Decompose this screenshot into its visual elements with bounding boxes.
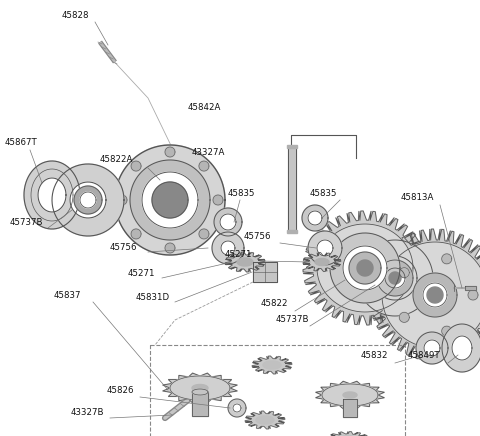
Polygon shape	[199, 161, 209, 171]
Polygon shape	[442, 326, 452, 336]
Polygon shape	[442, 254, 452, 264]
Text: 45737B: 45737B	[10, 218, 44, 227]
Polygon shape	[214, 208, 242, 236]
Polygon shape	[263, 361, 281, 369]
Polygon shape	[330, 233, 400, 303]
Polygon shape	[413, 273, 457, 317]
Polygon shape	[192, 389, 208, 395]
Polygon shape	[399, 268, 409, 278]
Text: 45813A: 45813A	[401, 193, 434, 202]
Text: 45271: 45271	[225, 250, 252, 259]
Polygon shape	[465, 286, 476, 290]
Polygon shape	[468, 290, 478, 300]
Text: 45835: 45835	[310, 189, 337, 198]
Polygon shape	[385, 268, 405, 288]
Polygon shape	[165, 243, 175, 253]
Polygon shape	[373, 256, 417, 300]
Polygon shape	[303, 252, 341, 272]
Text: 45837: 45837	[54, 291, 82, 300]
Polygon shape	[192, 392, 208, 416]
Polygon shape	[416, 332, 448, 364]
Text: 43327A: 43327A	[192, 148, 226, 157]
Polygon shape	[315, 259, 329, 266]
Polygon shape	[317, 224, 413, 312]
Polygon shape	[343, 392, 357, 398]
Polygon shape	[253, 262, 277, 282]
Polygon shape	[228, 399, 246, 417]
Polygon shape	[322, 384, 378, 406]
Text: 45849T: 45849T	[408, 351, 441, 360]
Polygon shape	[24, 161, 80, 229]
Polygon shape	[399, 312, 409, 322]
Polygon shape	[252, 356, 292, 374]
Polygon shape	[308, 231, 342, 265]
Text: 45832: 45832	[361, 351, 388, 360]
Polygon shape	[165, 147, 175, 157]
Polygon shape	[199, 229, 209, 239]
Text: 45867T: 45867T	[5, 138, 38, 147]
Polygon shape	[343, 399, 357, 417]
Polygon shape	[170, 376, 230, 400]
Polygon shape	[287, 145, 297, 148]
Polygon shape	[80, 192, 96, 208]
Polygon shape	[117, 195, 127, 205]
Polygon shape	[70, 182, 106, 218]
Polygon shape	[424, 340, 440, 356]
Polygon shape	[225, 252, 265, 272]
Text: 43327B: 43327B	[71, 408, 105, 417]
Polygon shape	[130, 160, 210, 240]
Polygon shape	[233, 404, 241, 412]
Text: 45828: 45828	[62, 11, 89, 20]
Polygon shape	[343, 246, 387, 290]
Polygon shape	[427, 287, 443, 303]
Text: 45835: 45835	[228, 189, 255, 198]
Polygon shape	[357, 240, 433, 316]
Polygon shape	[152, 182, 188, 218]
Polygon shape	[326, 432, 370, 436]
Polygon shape	[442, 324, 480, 372]
Polygon shape	[38, 178, 66, 212]
Polygon shape	[317, 240, 333, 256]
Polygon shape	[237, 258, 253, 266]
Text: 45737B: 45737B	[276, 315, 310, 324]
Polygon shape	[221, 241, 235, 255]
Text: 45831D: 45831D	[136, 293, 170, 302]
Polygon shape	[302, 205, 328, 231]
Text: 45826: 45826	[107, 386, 134, 395]
Polygon shape	[382, 242, 480, 348]
Polygon shape	[131, 229, 141, 239]
Polygon shape	[192, 385, 208, 392]
Polygon shape	[303, 211, 427, 325]
Polygon shape	[377, 260, 413, 296]
Polygon shape	[131, 161, 141, 171]
Polygon shape	[142, 172, 198, 228]
Polygon shape	[213, 195, 223, 205]
Text: 45822A: 45822A	[100, 155, 133, 164]
Polygon shape	[163, 373, 237, 403]
Polygon shape	[357, 260, 373, 276]
Polygon shape	[287, 230, 297, 233]
Polygon shape	[423, 283, 447, 307]
Polygon shape	[256, 416, 274, 424]
Text: 45842A: 45842A	[188, 103, 221, 112]
Polygon shape	[316, 381, 384, 409]
Text: 45271: 45271	[128, 269, 156, 278]
Polygon shape	[52, 164, 124, 236]
Polygon shape	[349, 252, 381, 284]
Polygon shape	[220, 214, 236, 230]
Polygon shape	[389, 272, 401, 284]
Text: 45756: 45756	[110, 243, 137, 252]
Polygon shape	[212, 232, 244, 264]
Text: 45756: 45756	[244, 232, 272, 241]
Polygon shape	[452, 336, 472, 360]
Text: 45822: 45822	[261, 299, 288, 308]
Polygon shape	[369, 229, 480, 361]
Polygon shape	[115, 145, 225, 255]
Polygon shape	[74, 186, 102, 214]
Polygon shape	[308, 211, 322, 225]
Polygon shape	[245, 411, 285, 429]
Polygon shape	[288, 148, 296, 230]
